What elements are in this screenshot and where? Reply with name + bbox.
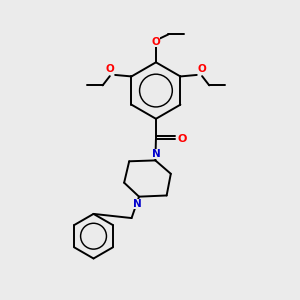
Text: N: N xyxy=(152,149,161,159)
Text: O: O xyxy=(152,37,160,46)
Text: O: O xyxy=(106,64,115,74)
Text: O: O xyxy=(197,64,206,74)
Text: O: O xyxy=(178,134,187,144)
Text: N: N xyxy=(134,199,142,209)
